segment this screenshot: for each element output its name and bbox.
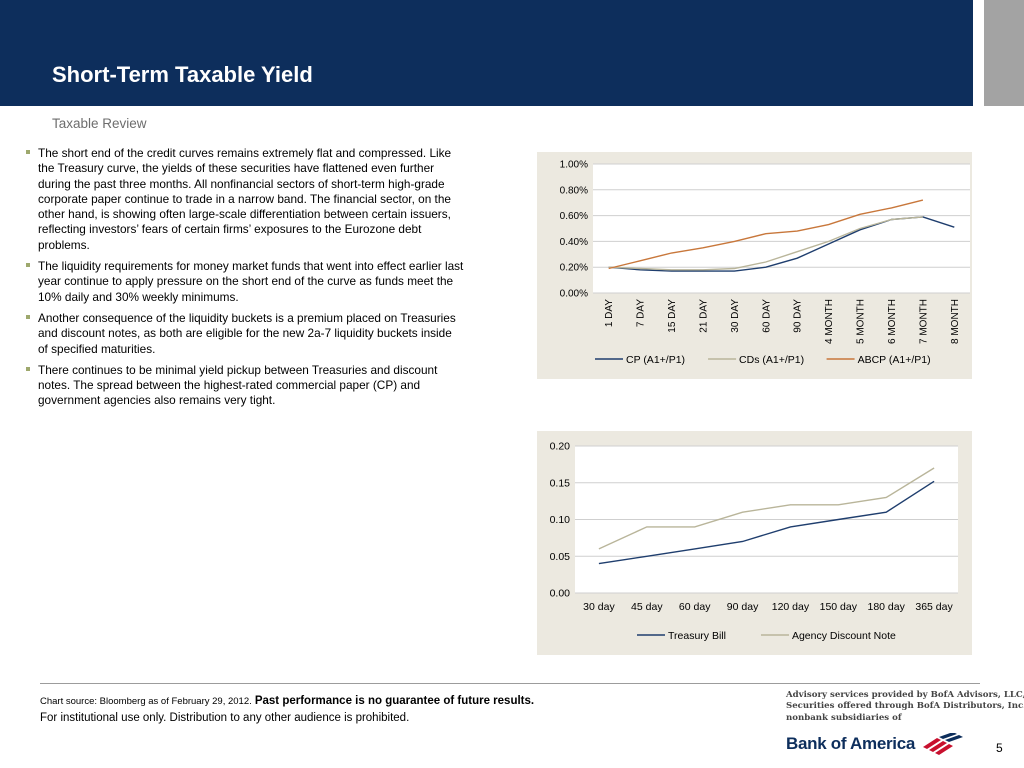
header-bar: Short-Term Taxable Yield [0, 0, 973, 106]
advisory-line: Securities offered through BofA Distribu… [786, 701, 1024, 712]
credit-chart-y-tick-label: 0.40% [560, 237, 588, 248]
treasury-agency-chart-panel: 0.00 0.05 0.10 0.15 0.20 30 day 45 day 60 day 90… [537, 431, 972, 655]
bullet-text: The liquidity requirements for money mar… [38, 259, 464, 304]
credit-curve-chart: 0.00% 0.20% 0.40% 0.60% 0.80% 1.00% 1 DAY 7 DAY… [560, 160, 970, 366]
credit-chart-series-line [608, 199, 924, 270]
treasury-chart-legend-label: Agency Discount Note [792, 630, 896, 642]
bullet-text: Another consequence of the liquidity buc… [38, 310, 456, 356]
logo-wordmark: Bank of America [786, 734, 916, 753]
credit-chart-x-tick-label: 60 DAY [761, 299, 772, 333]
footer-source: Chart source: Bloomberg as of February 2… [40, 695, 534, 707]
footer-divider [40, 683, 980, 684]
bullet-icon [26, 314, 30, 319]
credit-chart-y-tick-label: 0.60% [560, 211, 588, 222]
credit-chart-x-tick-label: 90 DAY [793, 299, 804, 333]
chart-source-text: Chart source: Bloomberg as of February 2… [40, 696, 252, 707]
page-number: 5 [996, 741, 1003, 755]
credit-chart-y-tick-label: 0.80% [560, 185, 588, 196]
credit-chart-legend-label: ABCP (A1+/P1) [858, 354, 931, 366]
credit-chart-legend-label: CDs (A1+/P1) [739, 354, 804, 366]
credit-chart-x-tick-label: 8 MONTH [950, 299, 961, 344]
bullet-item: The liquidity requirements for money mar… [24, 259, 464, 305]
credit-chart-y-tick-label: 0.20% [560, 263, 588, 274]
bullet-item: The short end of the credit curves remai… [24, 146, 464, 253]
treasury-chart-x-tick-label: 30 day [583, 601, 615, 613]
treasury-chart-series-line [598, 480, 935, 565]
page-subtitle: Taxable Review [52, 116, 147, 131]
institutional-use-notice: For institutional use only. Distribution… [40, 712, 410, 724]
advisory-line: Advisory services provided by BofA Advis… [786, 690, 1024, 700]
credit-chart-x-tick-label: 7 MONTH [918, 299, 929, 344]
bank-of-america-logo: Bank of America [786, 733, 965, 755]
treasury-chart-x-tick-label: 90 day [727, 601, 759, 613]
treasury-chart-x-tick-label: 60 day [679, 601, 711, 613]
credit-chart-x-tick-label: 30 DAY [730, 299, 741, 333]
treasury-chart-x-tick-label: 150 day [820, 601, 858, 613]
credit-chart-x-tick-label: 7 DAY [636, 299, 647, 327]
treasury-chart-y-tick-label: 0.20 [550, 441, 571, 453]
treasury-chart-y-tick-label: 0.15 [550, 477, 571, 489]
credit-chart-series-line [608, 216, 923, 271]
bullet-item: There continues to be minimal yield pick… [24, 363, 464, 409]
treasury-chart-x-tick-label: 45 day [631, 601, 663, 613]
page-title: Short-Term Taxable Yield [52, 62, 313, 87]
bullet-icon [26, 366, 30, 371]
bullet-icon [26, 263, 30, 268]
credit-chart-x-tick-label: 4 MONTH [824, 299, 835, 344]
treasury-chart-x-tick-label: 120 day [772, 601, 810, 613]
bullet-item: Another consequence of the liquidity buc… [24, 311, 464, 357]
credit-chart-x-tick-label: 5 MONTH [856, 299, 867, 344]
flag-logo-icon [923, 733, 964, 755]
credit-chart-x-tick-label: 6 MONTH [887, 299, 898, 344]
treasury-chart-x-tick-label: 180 day [868, 601, 906, 613]
advisory-notice: Advisory services provided by BofA Advis… [786, 690, 1024, 724]
side-accent-bar [984, 0, 1024, 106]
treasury-chart-y-tick-label: 0.00 [550, 588, 571, 600]
credit-chart-x-tick-label: 1 DAY [604, 299, 615, 327]
treasury-chart-series-line [598, 467, 935, 550]
credit-chart-y-tick-label: 1.00% [560, 160, 588, 171]
bullet-text: There continues to be minimal yield pick… [38, 362, 438, 408]
credit-chart-plot-area [593, 164, 970, 293]
treasury-chart-legend-label: Treasury Bill [668, 630, 726, 642]
bullet-icon [26, 150, 30, 154]
bullet-text: The short end of the credit curves remai… [38, 146, 452, 252]
treasury-chart-y-tick-label: 0.10 [550, 514, 571, 526]
performance-disclaimer: Past performance is no guarantee of futu… [254, 695, 535, 707]
credit-chart-x-tick-label: 21 DAY [698, 299, 709, 333]
treasury-chart-x-tick-label: 365 day [915, 601, 953, 613]
credit-chart-legend-label: CP (A1+/P1) [626, 354, 685, 366]
advisory-line: nonbank subsidiaries of [786, 712, 902, 723]
treasury-agency-chart: 0.00 0.05 0.10 0.15 0.20 30 day 45 day 60 day 90… [550, 441, 958, 642]
treasury-chart-y-tick-label: 0.05 [550, 551, 571, 563]
credit-chart-x-tick-label: 15 DAY [667, 299, 678, 333]
credit-curve-chart-panel: 0.00% 0.20% 0.40% 0.60% 0.80% 1.00% 1 DAY 7 DAY… [537, 152, 972, 379]
bullet-list: The short end of the credit curves remai… [24, 146, 464, 415]
credit-chart-y-tick-label: 0.00% [560, 289, 588, 300]
